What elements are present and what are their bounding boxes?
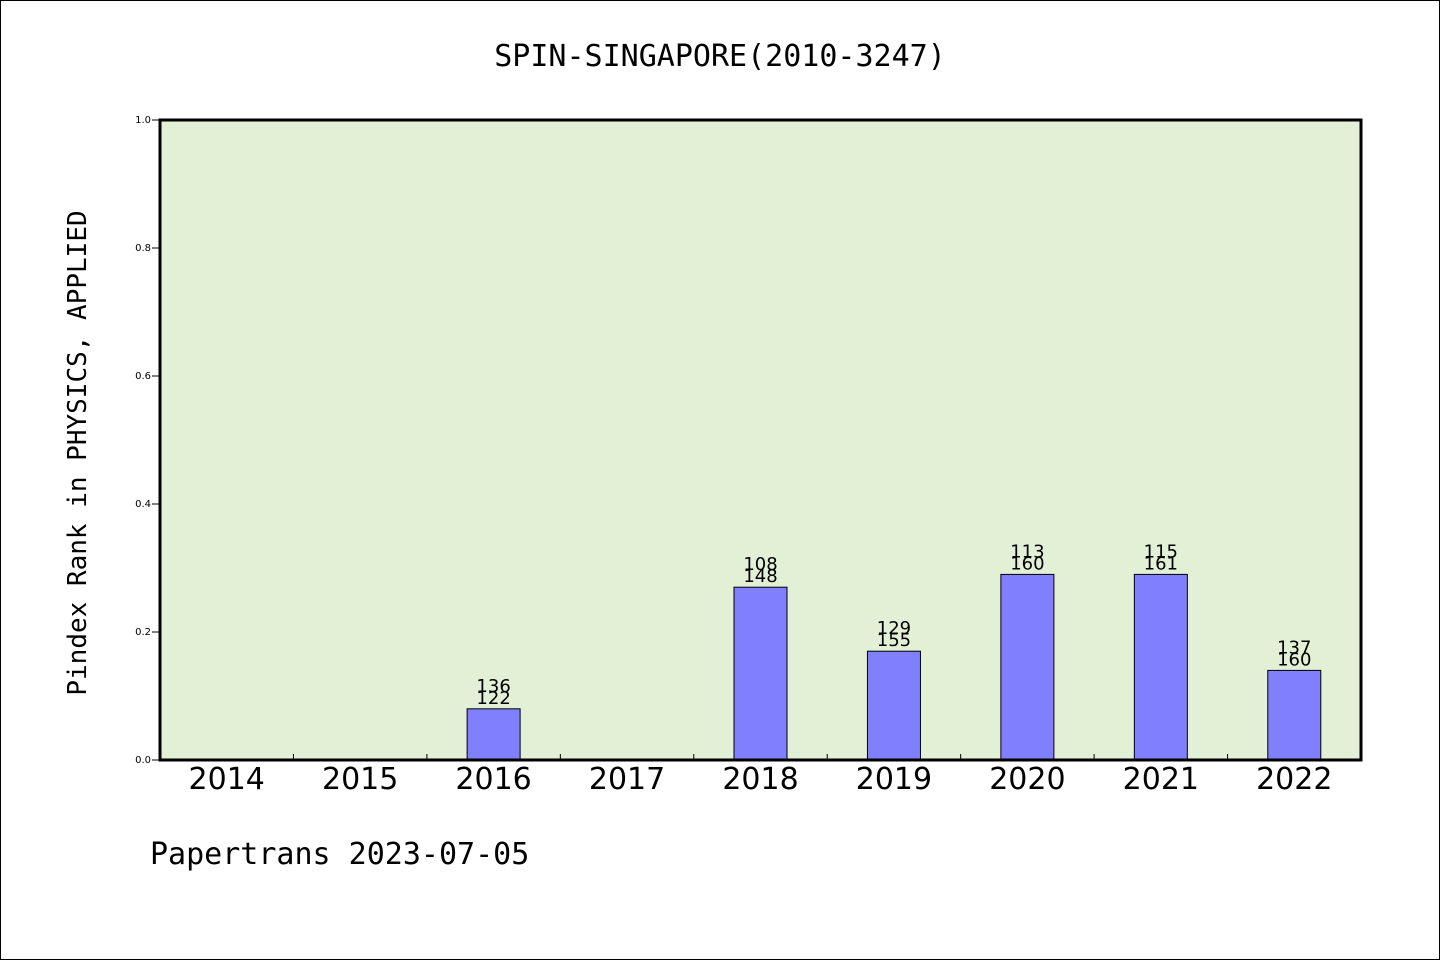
footer-credit: Papertrans 2023-07-05 <box>150 837 529 872</box>
x-axis-ticks: 2014 2015 2016 2017 2018 2019 2020 2021 2022 <box>189 754 1332 797</box>
y-tick-label: 0.0 <box>135 755 151 766</box>
bar-label-top-2020: 113 <box>1010 541 1044 562</box>
bar-label-top-2016: 136 <box>476 676 510 697</box>
bar-label-top-2019: 129 <box>877 618 911 639</box>
bars <box>466 573 1322 761</box>
bar-label-bottom-2016: 122 <box>476 688 510 709</box>
x-tick-label: 2019 <box>856 762 932 797</box>
y-tick-label: 0.6 <box>135 371 151 382</box>
bar-2022 <box>1267 669 1322 761</box>
bar-2020 <box>1000 573 1055 761</box>
bar-2021 <box>1133 573 1188 761</box>
y-tick-label: 1.0 <box>135 115 151 126</box>
y-tick-label: 0.2 <box>135 627 151 638</box>
bar-label-bottom-2020: 160 <box>1010 553 1044 574</box>
bar-label-bottom-2021: 161 <box>1144 553 1178 574</box>
y-tick-label: 0.8 <box>135 243 151 254</box>
y-tick-label: 0.4 <box>135 499 151 510</box>
chart-title: SPIN-SINGAPORE(2010-3247) <box>494 39 946 74</box>
x-tick-label: 2021 <box>1123 762 1199 797</box>
bar-label-top-2022: 137 <box>1277 637 1311 658</box>
x-tick-label: 2017 <box>589 762 665 797</box>
y-axis-label: Pindex Rank in PHYSICS, APPLIED <box>63 210 93 695</box>
bar-label-bottom-2019: 155 <box>877 630 911 651</box>
bar-label-top-2018: 108 <box>743 554 777 575</box>
bar-label-bottom-2018: 148 <box>743 566 777 587</box>
bar-label-bottom-2022: 160 <box>1277 649 1311 670</box>
x-tick-label: 2020 <box>989 762 1065 797</box>
bar-label-top-2021: 115 <box>1144 541 1178 562</box>
x-tick-label: 2016 <box>455 762 531 797</box>
x-tick-label: 2022 <box>1256 762 1332 797</box>
x-tick-label: 2015 <box>322 762 398 797</box>
x-tick-label: 2014 <box>189 762 265 797</box>
plot-border <box>158 118 1363 762</box>
bar-2018 <box>733 586 788 761</box>
y-axis-ticks: 0.0 0.2 0.4 0.6 0.8 1.0 <box>135 115 160 766</box>
bar-2019 <box>866 650 921 761</box>
bar-2016 <box>466 708 521 761</box>
x-tick-label: 2018 <box>722 762 798 797</box>
